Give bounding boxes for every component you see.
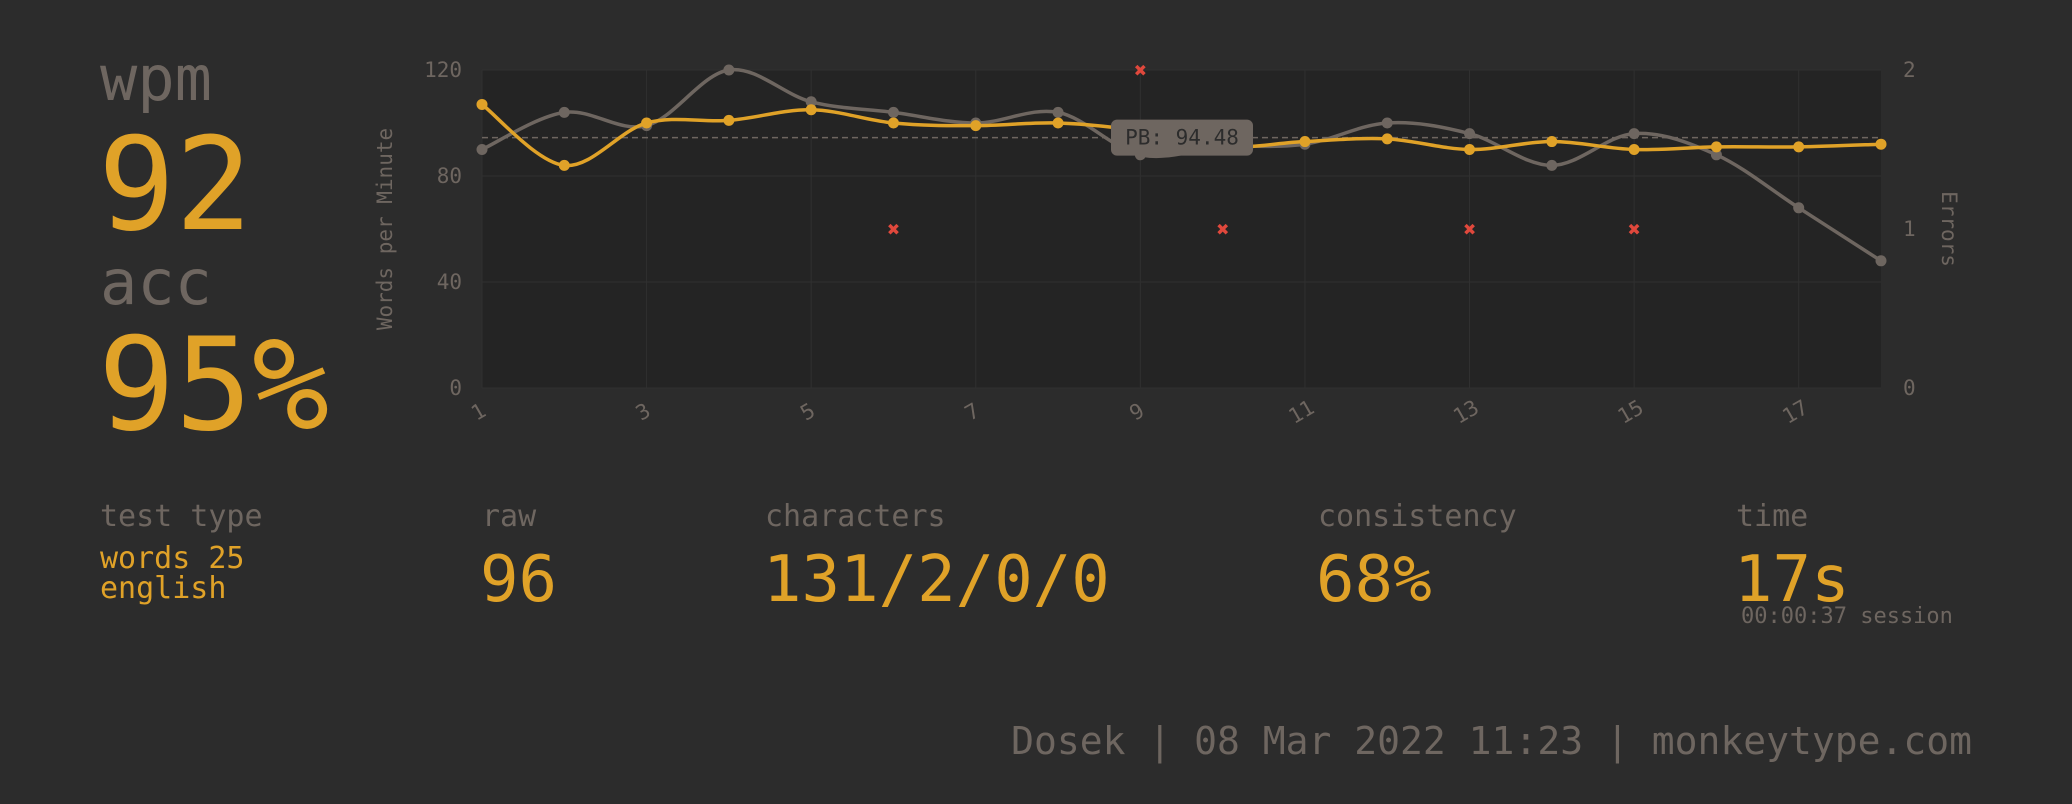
x-tick-label: 9	[1125, 398, 1148, 425]
x-tick-label: 5	[796, 398, 819, 425]
raw-data-point	[476, 144, 488, 155]
y2-tick-label: 2	[1903, 58, 1916, 82]
raw-label: raw	[482, 499, 537, 534]
wpm-data-point	[1875, 138, 1887, 150]
consistency-label: consistency	[1318, 499, 1517, 534]
raw-data-point	[1793, 202, 1805, 214]
acc-value: 95%	[98, 311, 330, 460]
wpm-data-point	[1546, 136, 1558, 148]
raw-data-point	[1381, 117, 1393, 129]
wpm-data-point	[1052, 117, 1064, 129]
raw-data-point	[1628, 128, 1640, 140]
wpm-label: wpm	[100, 42, 212, 115]
raw-data-point	[558, 106, 570, 118]
plot-area	[482, 70, 1881, 388]
footer-signature: Dosek | 08 Mar 2022 11:23 | monkeytype.c…	[1011, 719, 1972, 763]
wpm-data-point	[1628, 144, 1640, 155]
y2-tick-label: 0	[1903, 376, 1916, 400]
wpm-data-point	[476, 98, 488, 110]
x-tick-label: 1	[467, 398, 490, 425]
y-tick-label: 120	[424, 58, 462, 82]
time-label: time	[1736, 499, 1809, 534]
raw-data-point	[1546, 159, 1558, 171]
pb-label-badge	[1111, 119, 1253, 156]
wpm-value: 92	[98, 111, 253, 260]
raw-data-point	[805, 96, 817, 108]
error-marker: ✖	[1134, 61, 1147, 80]
raw-value: 96	[480, 543, 558, 617]
wpm-data-point	[887, 117, 899, 129]
wpm-data-point	[1381, 133, 1393, 145]
wpm-data-point	[558, 159, 570, 171]
time-value: 17s	[1734, 543, 1850, 617]
x-tick-label: 7	[961, 398, 984, 425]
wpm-data-point	[1299, 136, 1311, 148]
x-tick-label: 11	[1284, 395, 1318, 428]
session-time: 00:00:37 session	[1741, 604, 1953, 629]
test-type-language: english	[100, 571, 227, 606]
x-tick-label: 3	[632, 398, 655, 425]
y2-tick-label: 1	[1903, 217, 1916, 241]
test-type-mode: words 25	[100, 541, 245, 576]
y-tick-label: 0	[449, 376, 462, 400]
wpm-data-point	[1464, 144, 1476, 155]
raw-data-point	[1710, 149, 1722, 161]
wpm-data-point	[723, 114, 735, 126]
wpm-data-point	[970, 120, 982, 132]
y2-axis-title: Errors	[1937, 191, 1961, 267]
characters-value: 131/2/0/0	[763, 543, 1110, 617]
x-tick-label: 17	[1778, 395, 1812, 428]
raw-data-point	[1875, 255, 1887, 267]
wpm-data-point	[641, 117, 653, 129]
y-tick-label: 80	[437, 164, 462, 188]
wpm-data-point	[1793, 141, 1805, 153]
raw-data-point	[887, 106, 899, 118]
pb-label: PB: 94.48	[1125, 126, 1239, 150]
y-axis-title: Words per Minute	[373, 128, 397, 330]
error-marker: ✖	[887, 220, 900, 239]
x-tick-label: 15	[1614, 395, 1648, 428]
raw-data-point	[1052, 106, 1064, 118]
raw-data-point	[723, 64, 735, 76]
y-tick-label: 40	[437, 270, 462, 294]
raw-data-point	[1464, 128, 1476, 140]
wpm-data-point	[805, 104, 817, 116]
consistency-value: 68%	[1316, 543, 1432, 617]
error-marker: ✖	[1216, 220, 1229, 239]
test-type-label: test type	[100, 499, 263, 534]
characters-label: characters	[765, 499, 946, 534]
error-marker: ✖	[1627, 220, 1640, 239]
x-tick-label: 13	[1449, 395, 1483, 428]
wpm-data-point	[1710, 141, 1722, 153]
acc-label: acc	[100, 246, 212, 319]
error-marker: ✖	[1463, 220, 1476, 239]
